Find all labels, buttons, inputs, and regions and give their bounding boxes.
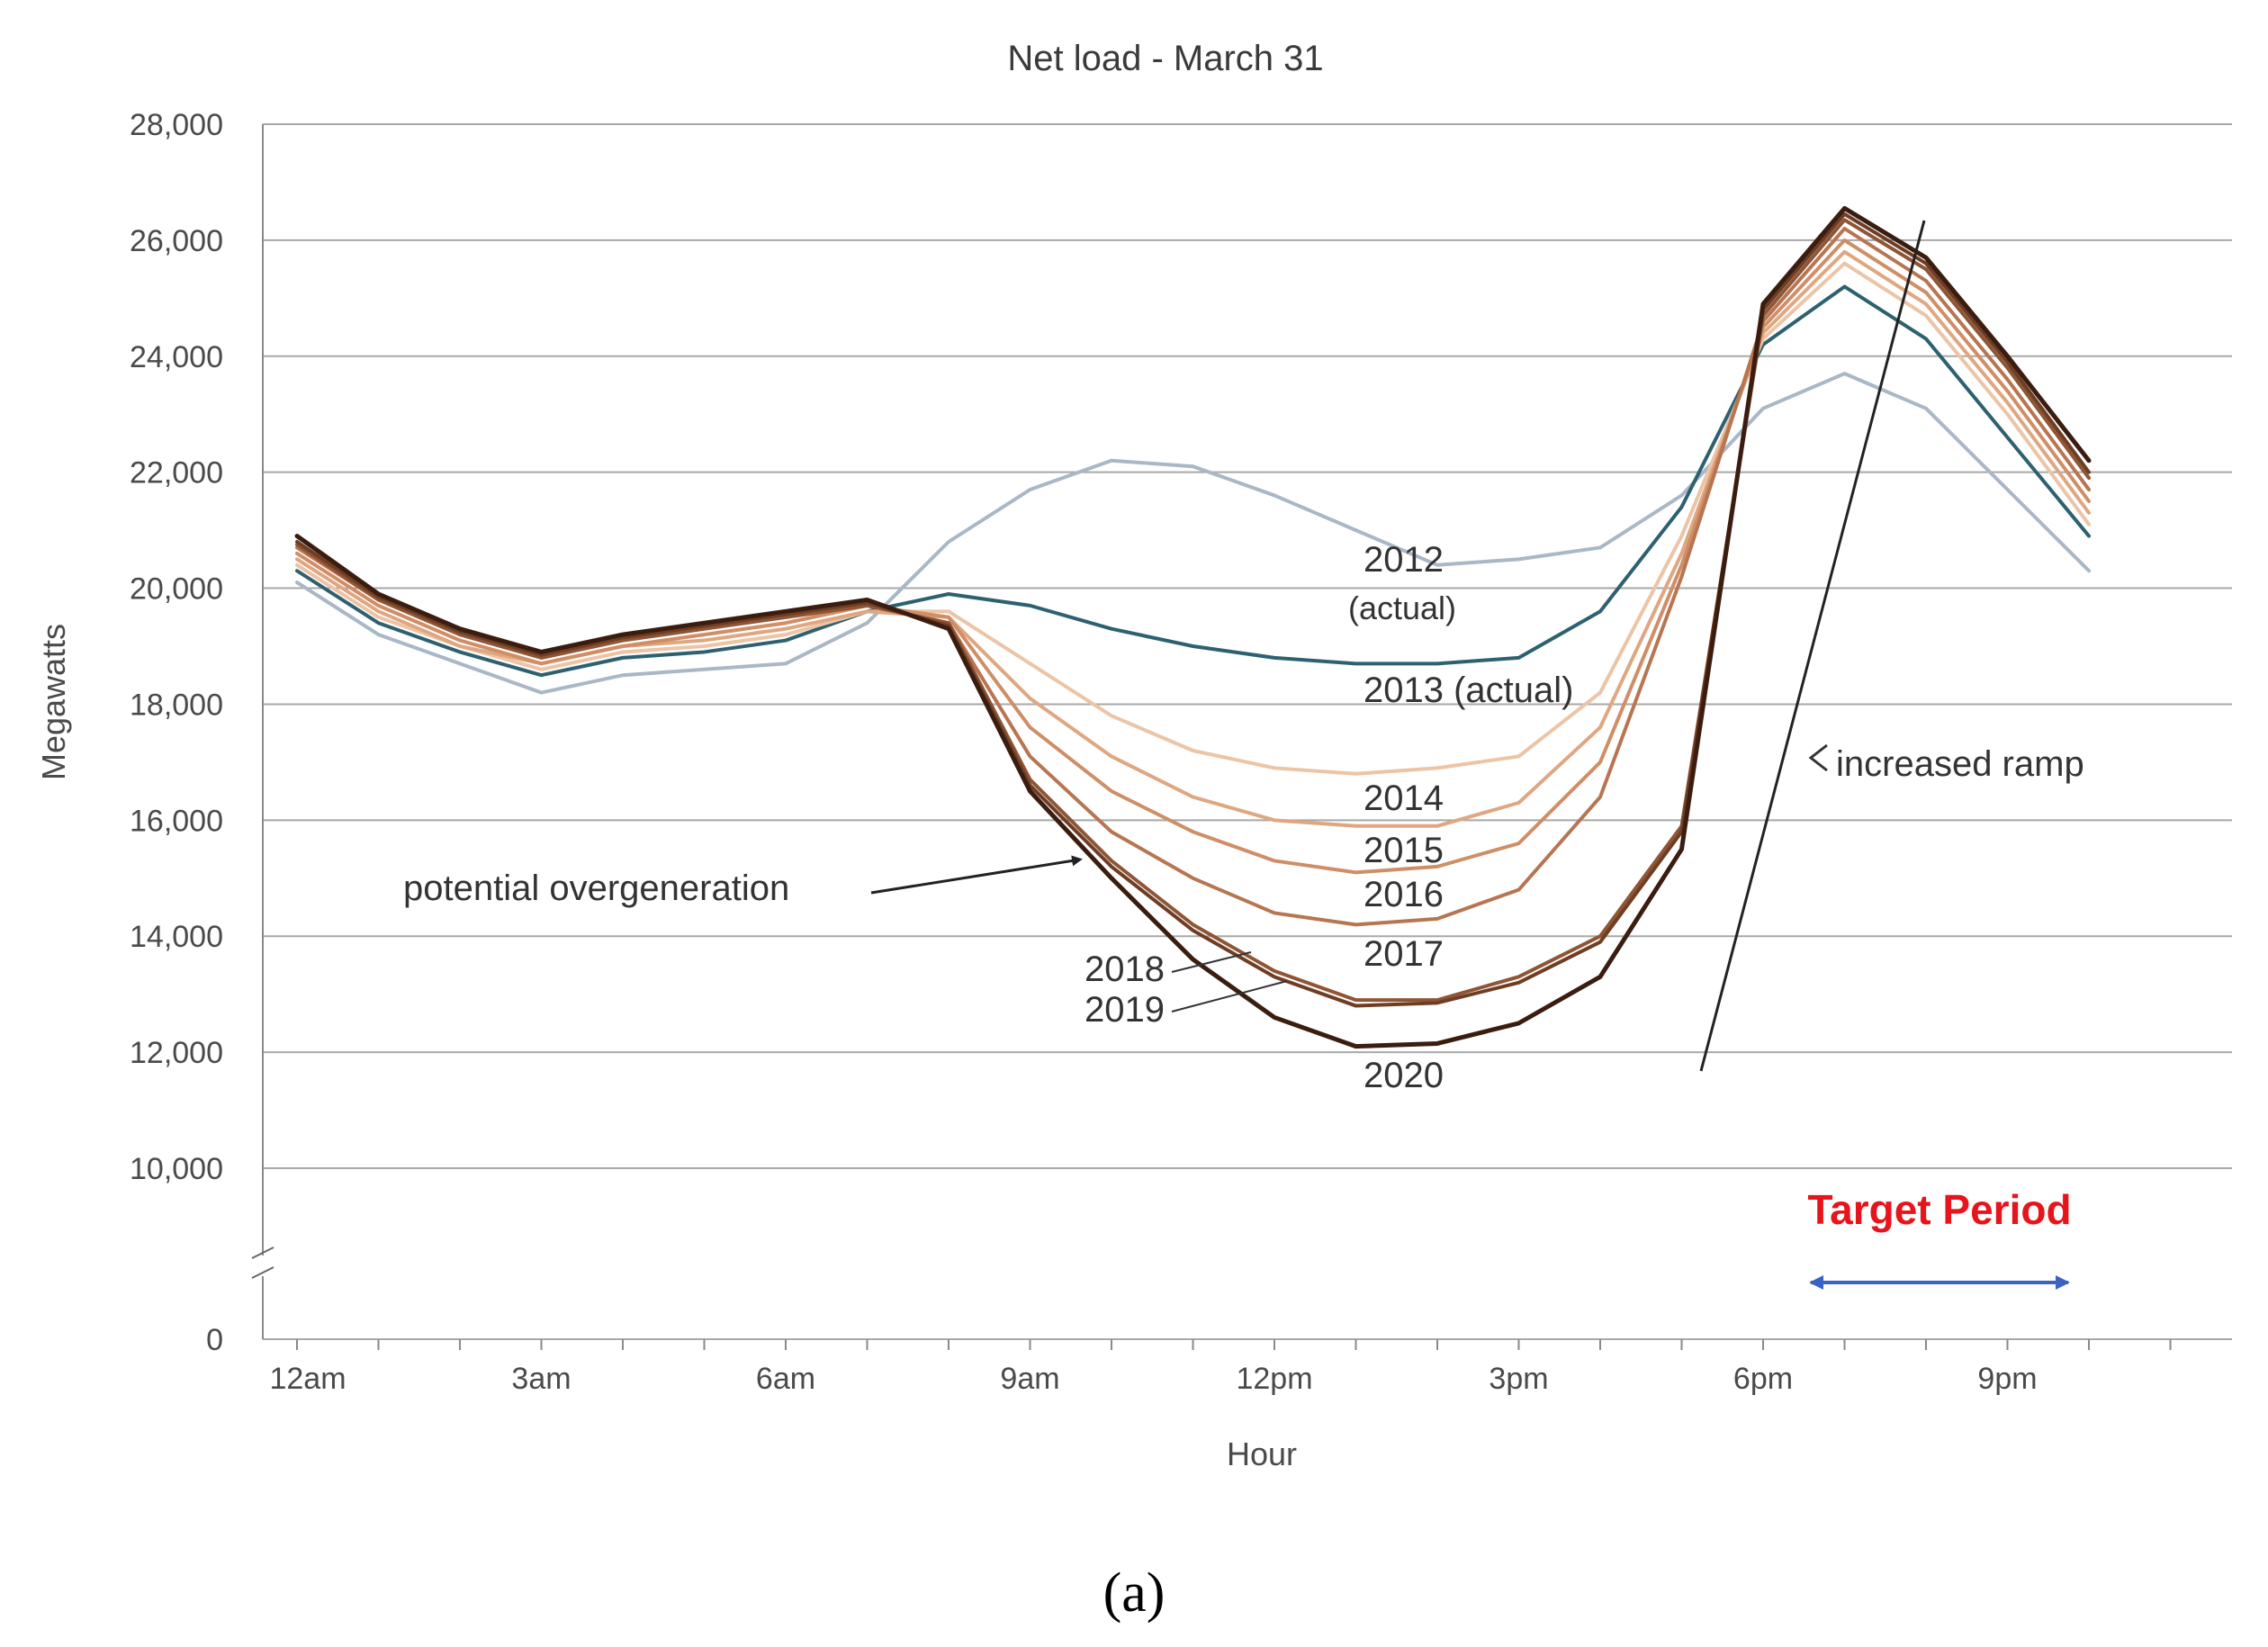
x-tick-label: 12am	[269, 1362, 346, 1396]
y-tick-label: 0	[206, 1323, 223, 1357]
series-lines	[294, 205, 2092, 1049]
label-2014: 2014	[1364, 778, 1444, 818]
ramp-brace	[1808, 743, 1828, 772]
ramp-label: increased ramp	[1836, 744, 2084, 784]
x-tick-label: 9pm	[1977, 1362, 2037, 1396]
panel-label: (a)	[1103, 1562, 1166, 1624]
x-tick-label: 12pm	[1236, 1362, 1312, 1396]
target-period-label: Target Period	[1807, 1186, 2071, 1233]
x-axis-title: Hour	[1227, 1436, 1297, 1472]
leader-2018	[1171, 951, 1252, 973]
series-line-2014	[295, 261, 2091, 776]
overgeneration-label: potential overgeneration	[403, 868, 789, 908]
label-2016: 2016	[1364, 875, 1444, 914]
axis-break-mark-1	[251, 1246, 274, 1259]
y-tick-label: 14,000	[130, 920, 223, 954]
x-tick-label: 6pm	[1733, 1362, 1793, 1396]
label-2015: 2015	[1364, 831, 1444, 870]
series-line-2019	[295, 212, 2091, 1008]
label-2020: 2020	[1364, 1056, 1444, 1095]
label-2012-actual: (actual)	[1348, 590, 1456, 626]
x-tick-label: 3pm	[1489, 1362, 1548, 1396]
series-line-2013	[295, 284, 2091, 678]
y-tick-label: 12,000	[130, 1036, 223, 1070]
y-axis-title: Megawatts	[35, 624, 72, 780]
series-line-2012	[295, 372, 2091, 695]
chart-title: Net load - March 31	[1007, 39, 1323, 78]
y-tick-label: 10,000	[130, 1152, 223, 1186]
x-tick-labels: 12am 3am 6am 9am 12pm 3pm 6pm 9pm	[269, 1362, 2037, 1396]
series-line-2015	[295, 249, 2091, 828]
leader-2019	[1171, 980, 1288, 1012]
y-tick-labels: 28,000 26,000 24,000 22,000 20,000 18,000 16,0…	[130, 108, 223, 1357]
y-tick-label: 26,000	[130, 224, 223, 258]
series-line-2016	[295, 238, 2091, 875]
gridlines	[263, 123, 2232, 1340]
series-line-2018	[295, 218, 2091, 1003]
series-line-2020	[294, 205, 2092, 1049]
label-2013: 2013 (actual)	[1364, 670, 1573, 710]
x-tick-label: 3am	[511, 1362, 571, 1396]
y-tick-label: 16,000	[130, 804, 223, 838]
axes	[251, 124, 2172, 1350]
ramp-arrow	[1699, 220, 1926, 1072]
axis-break-mark-2	[251, 1266, 274, 1279]
y-tick-label: 24,000	[130, 340, 223, 374]
label-2012: 2012	[1364, 540, 1444, 580]
overgeneration-arrow	[870, 855, 1083, 895]
label-2018: 2018	[1084, 950, 1165, 989]
y-tick-label: 28,000	[130, 108, 223, 142]
label-2019: 2019	[1084, 990, 1165, 1030]
y-tick-label: 22,000	[130, 456, 223, 490]
x-tick-label: 9am	[1000, 1362, 1059, 1396]
label-2017: 2017	[1364, 934, 1444, 974]
y-tick-label: 18,000	[130, 688, 223, 722]
x-tick-label: 6am	[756, 1362, 815, 1396]
y-tick-label: 20,000	[130, 572, 223, 607]
